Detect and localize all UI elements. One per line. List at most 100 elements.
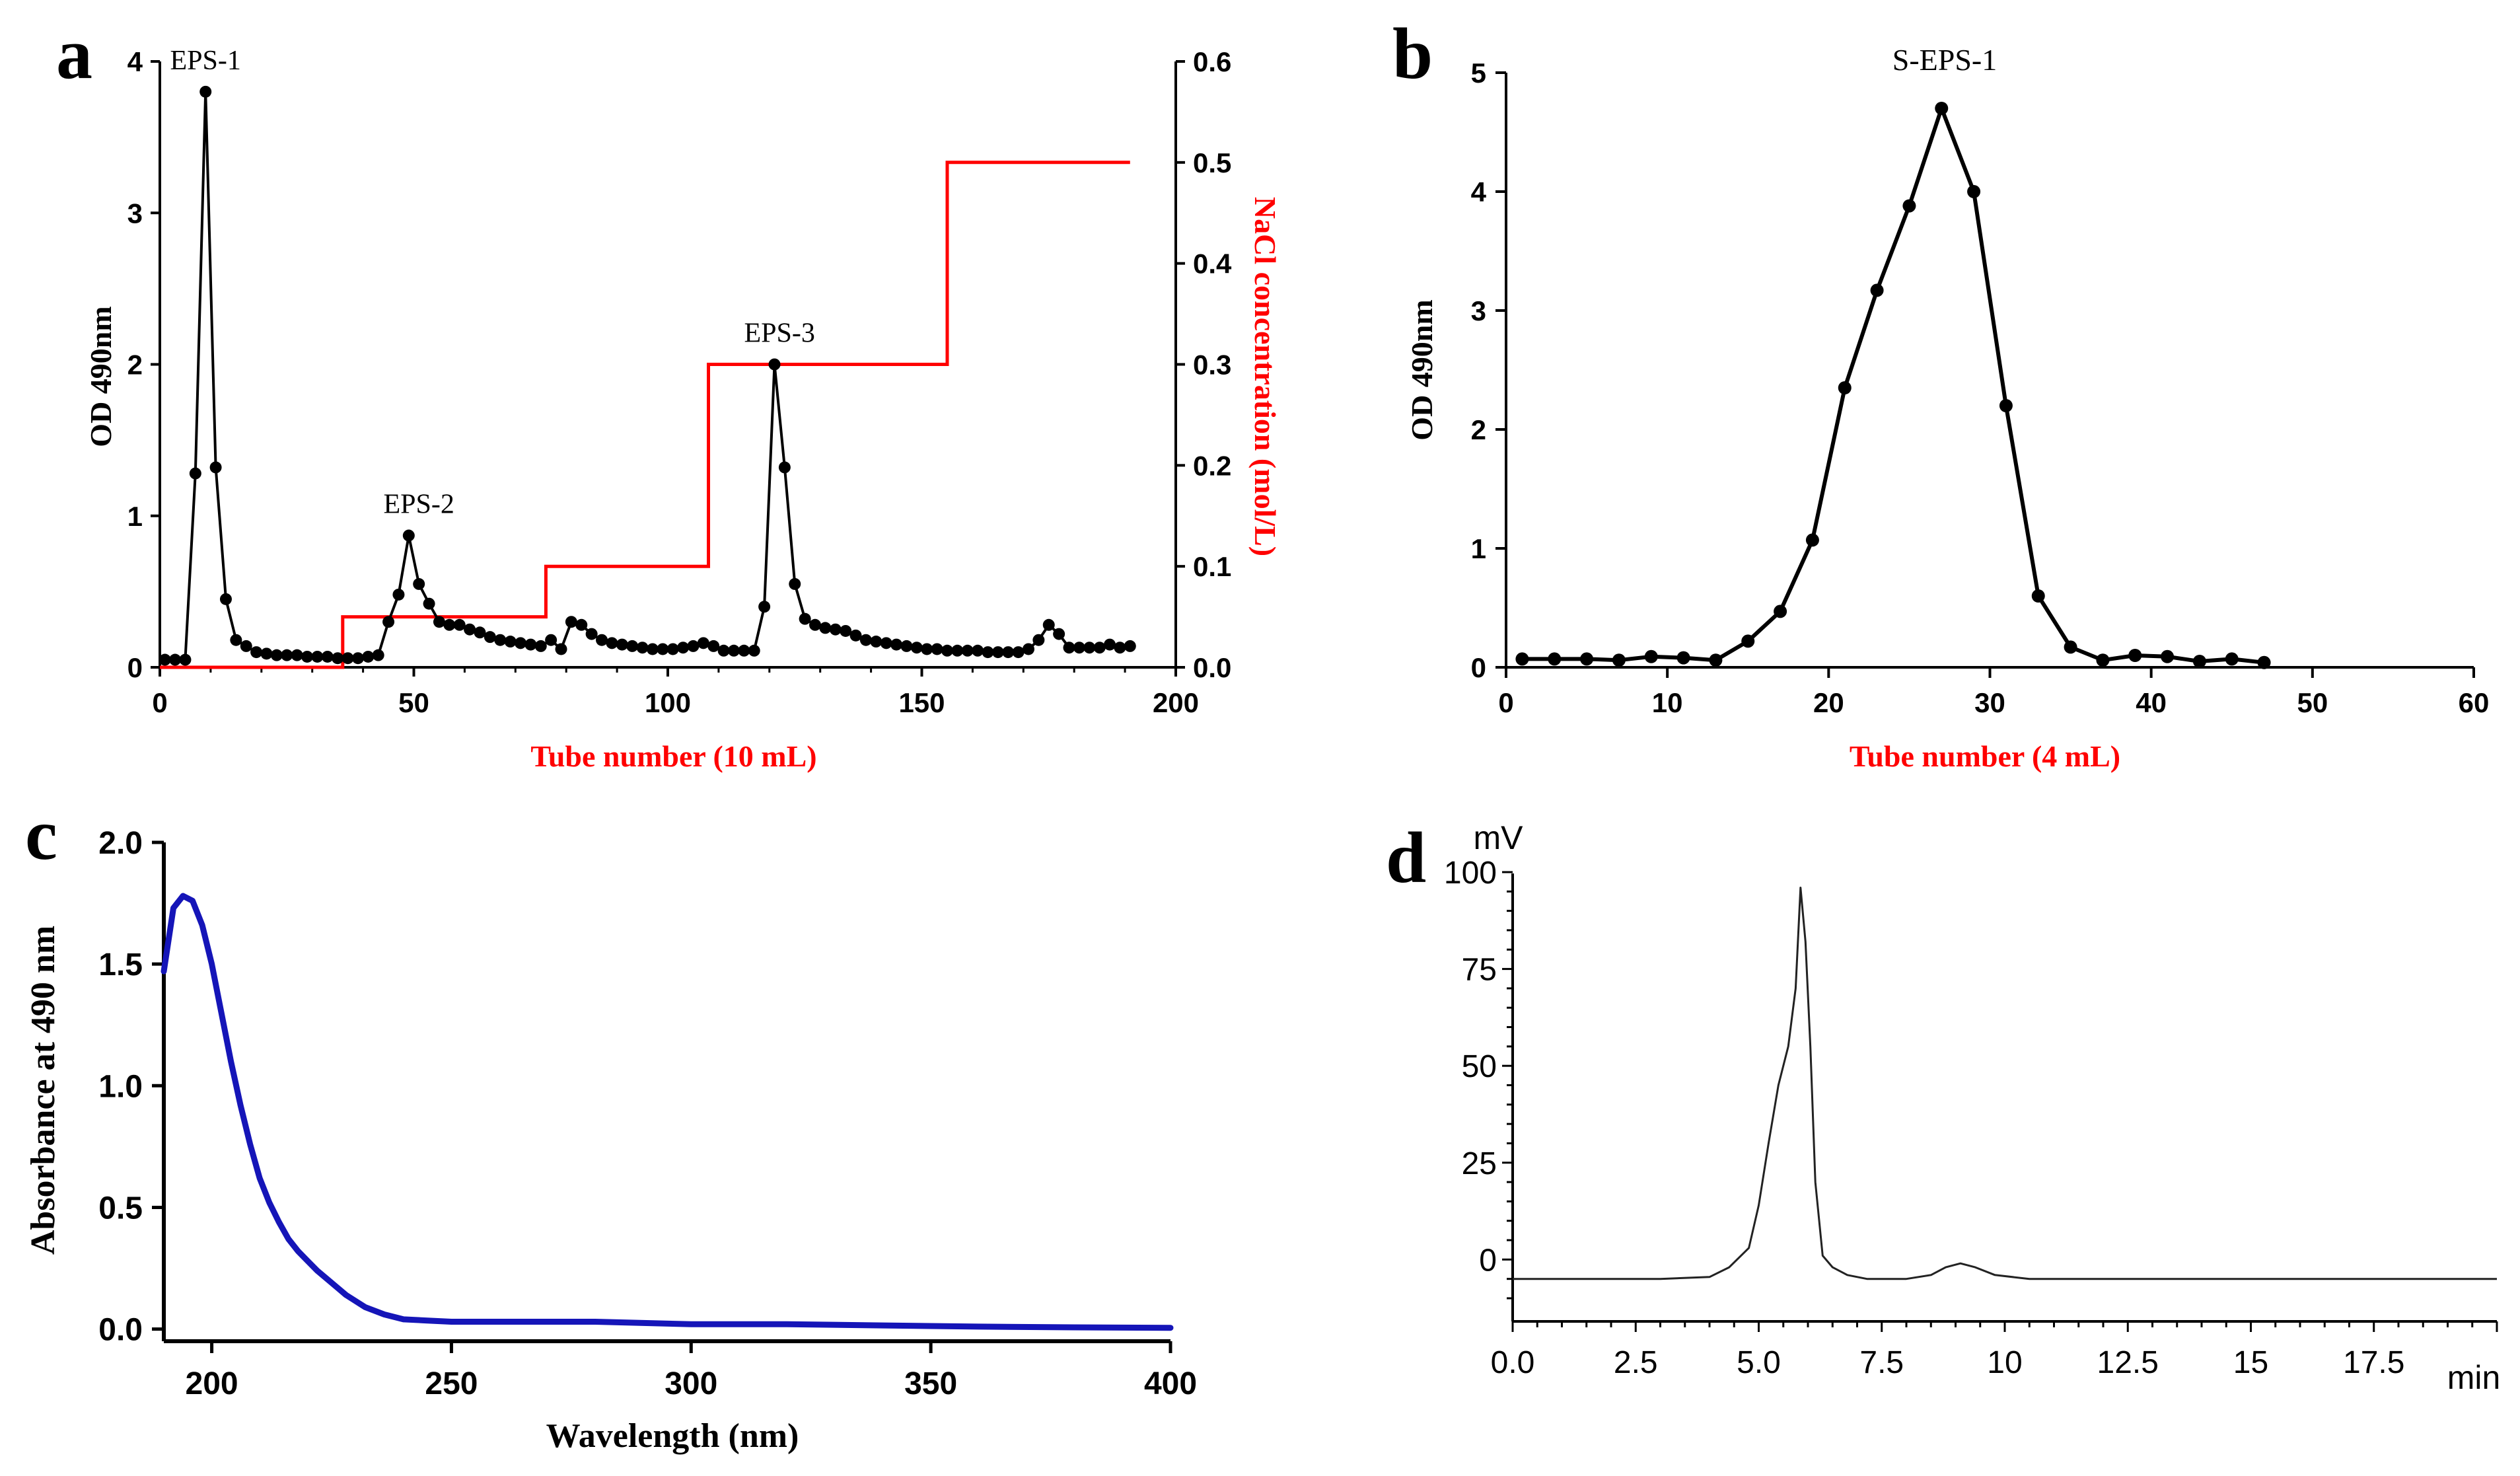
b-point bbox=[1548, 652, 1562, 666]
b-y-tick-label: 4 bbox=[1471, 176, 1487, 207]
a-od-point bbox=[189, 467, 201, 480]
a-od-point bbox=[799, 612, 811, 625]
panel-a-y2label: NaCl concentration (mol/L) bbox=[1248, 197, 1282, 556]
a-od-point bbox=[332, 652, 344, 665]
b-point bbox=[2031, 589, 2045, 603]
d-y-tick-label: 75 bbox=[1462, 953, 1497, 988]
panel-letter-c: c bbox=[25, 794, 57, 875]
a-peak-label: EPS-2 bbox=[384, 490, 454, 520]
b-x-tick-label: 40 bbox=[2136, 687, 2167, 718]
panel-a: a 0 50 100 150 200 0 1 2 3 4 0.0 0.1 0.2 0.3 0.4 0.5 0.6… bbox=[56, 13, 1282, 773]
a-od-point bbox=[382, 616, 395, 628]
c-y-tick-label: 0.5 bbox=[98, 1191, 143, 1226]
c-spectrum-line bbox=[161, 893, 1174, 1331]
panel-letter-d: d bbox=[1386, 817, 1426, 898]
panel-b-xlabel: Tube number (4 mL) bbox=[1850, 739, 2120, 773]
b-point bbox=[1676, 651, 1690, 665]
a-od-point bbox=[687, 640, 700, 652]
b-point bbox=[2064, 640, 2077, 654]
a-y2-tick-label: 0.2 bbox=[1193, 450, 1231, 481]
a-od-point bbox=[464, 623, 476, 636]
a-y2-tick-label: 0.1 bbox=[1193, 551, 1231, 582]
a-od-point bbox=[260, 647, 273, 660]
d-x-tick-label: 5.0 bbox=[1737, 1345, 1781, 1380]
panel-a-marks: EPS-1 EPS-2 EPS-3 bbox=[159, 46, 1136, 669]
a-od-point bbox=[666, 643, 679, 655]
a-od-point bbox=[545, 634, 558, 646]
panel-d-ylabel: mV bbox=[1474, 819, 1524, 856]
panel-b-axes: 0 10 20 30 40 50 60 0 1 2 3 4 5 bbox=[1471, 57, 2490, 718]
a-od-point bbox=[748, 644, 760, 657]
a-od-point bbox=[555, 643, 567, 655]
b-point bbox=[1612, 653, 1626, 667]
d-x-tick-label: 2.5 bbox=[1614, 1345, 1658, 1380]
panel-letter-a: a bbox=[56, 13, 92, 94]
a-od-point bbox=[849, 629, 862, 642]
a-od-point bbox=[321, 650, 334, 663]
b-point bbox=[2128, 649, 2142, 662]
d-x-tick-label: 10 bbox=[1987, 1345, 2022, 1380]
a-od-point bbox=[301, 650, 314, 663]
d-y-tick-label: 25 bbox=[1462, 1146, 1497, 1181]
a-od-point bbox=[1104, 638, 1116, 651]
a-od-point bbox=[941, 644, 953, 657]
a-od-point bbox=[931, 643, 943, 655]
a-od-point bbox=[1012, 646, 1025, 659]
a-od-point bbox=[453, 618, 466, 631]
a-od-point bbox=[819, 622, 832, 634]
a-od-point bbox=[616, 638, 628, 651]
a-od-point bbox=[443, 618, 456, 631]
a-od-point bbox=[270, 649, 283, 661]
panel-b-ylabel: OD 490nm bbox=[1405, 299, 1439, 440]
a-od-point bbox=[1002, 646, 1015, 659]
a-nacl-step-line bbox=[160, 161, 1130, 669]
a-od-point bbox=[342, 652, 354, 665]
a-od-point bbox=[474, 626, 486, 639]
a-od-point bbox=[910, 642, 923, 654]
a-od-point bbox=[727, 644, 740, 657]
a-od-point bbox=[890, 638, 903, 651]
a-od-point bbox=[413, 577, 425, 590]
a-od-point bbox=[372, 649, 384, 661]
a-y2-tick-label: 0.3 bbox=[1193, 350, 1231, 381]
panel-c-ylabel: Absorbance at 490 nm bbox=[24, 926, 62, 1255]
b-point bbox=[2096, 653, 2110, 667]
a-od-point bbox=[1083, 642, 1096, 654]
b-point bbox=[1902, 199, 1916, 213]
a-od-point bbox=[240, 640, 252, 652]
a-od-point bbox=[1032, 634, 1045, 646]
panel-a-ylabel: OD 490nm bbox=[84, 306, 118, 447]
a-od-point bbox=[961, 644, 974, 657]
c-y-tick-label: 2.0 bbox=[98, 826, 143, 861]
a-od-point bbox=[707, 640, 720, 652]
a-od-point bbox=[789, 577, 801, 590]
b-point bbox=[1580, 652, 1594, 666]
a-od-point bbox=[972, 644, 984, 657]
d-y-tick-label: 50 bbox=[1462, 1049, 1497, 1084]
b-x-tick-label: 50 bbox=[2297, 687, 2328, 718]
a-od-point bbox=[677, 642, 690, 654]
a-y2-tick-label: 0.4 bbox=[1193, 248, 1232, 279]
d-x-tick-label: 0.0 bbox=[1491, 1345, 1535, 1380]
a-od-point bbox=[179, 653, 192, 666]
panel-c-xlabel: Wavelength (nm) bbox=[546, 1417, 799, 1455]
panel-d-xlabel: min bbox=[2447, 1359, 2501, 1396]
c-y-tick-label: 1.0 bbox=[98, 1069, 143, 1104]
a-od-point bbox=[585, 628, 598, 640]
a-od-point bbox=[859, 634, 872, 646]
panel-letter-b: b bbox=[1392, 13, 1433, 94]
b-point bbox=[1644, 649, 1658, 663]
b-point bbox=[2257, 655, 2271, 669]
a-od-point bbox=[778, 461, 791, 474]
b-point bbox=[1870, 283, 1884, 297]
a-y2-tick-label: 0.0 bbox=[1193, 652, 1231, 683]
a-y-tick-label: 2 bbox=[127, 350, 143, 381]
a-od-point bbox=[230, 634, 242, 646]
panel-a-xlabel: Tube number (10 mL) bbox=[530, 739, 816, 773]
panel-c-axes: 200 250 300 350 400 0.0 0.5 1.0 1.5 2.0 bbox=[98, 826, 1197, 1401]
d-x-tick-label: 17.5 bbox=[2343, 1345, 2404, 1380]
b-x-tick-label: 60 bbox=[2459, 687, 2490, 718]
panel-b-title: S-EPS-1 bbox=[1892, 43, 1997, 77]
a-od-point bbox=[900, 640, 913, 652]
panel-b: b S-EPS-1 0 10 20 30 40 50 60 0 1 2 3 4 5 OD 490nm T… bbox=[1392, 13, 2489, 773]
